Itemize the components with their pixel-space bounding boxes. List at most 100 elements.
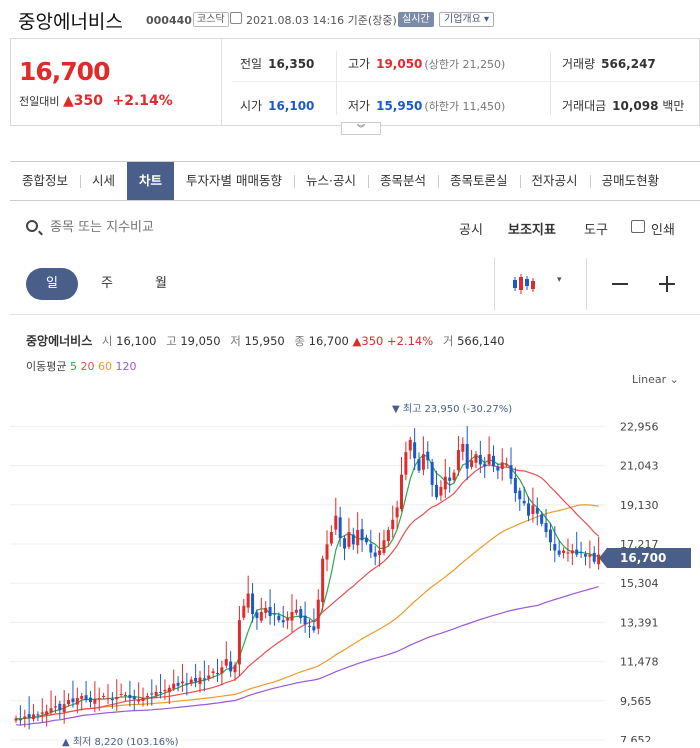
collapse-toggle-icon[interactable]: ︾ [341,122,381,135]
tab-5[interactable]: 종목분석 [368,162,438,200]
candle-body [264,607,268,613]
candle-body [566,552,570,554]
candle-body [27,714,31,718]
candle-body [369,543,373,553]
print-button[interactable]: 인쇄 [651,223,675,238]
search-icon [26,220,38,232]
chart-type-chevron-icon[interactable]: ▾ [557,275,562,285]
candle-body [399,474,403,510]
change-value: 350 [73,93,103,109]
stock-name: 중앙에너비스 [18,11,123,33]
candle-body [308,625,311,627]
candle-body [592,552,596,562]
candle-body [202,678,206,680]
tab-1[interactable]: 시세 [80,162,127,200]
candle-body [115,697,119,700]
candle-body [71,698,75,703]
tools-button[interactable]: 도구 [584,223,608,238]
price-change: 전일대비 ▲350 +2.14% [19,93,173,109]
candle-body [356,530,360,546]
candle-body [404,452,408,475]
period-day[interactable]: 일 [26,268,78,300]
candle-body [137,700,141,702]
candle-body [540,514,544,524]
zoom-out-icon[interactable] [612,283,628,285]
notice-button[interactable]: 공시 [459,223,483,238]
candle-body [583,554,587,557]
candle-body [531,505,535,515]
candle-body [233,665,237,673]
candle-body [505,464,509,466]
current-price: 16,700 [19,57,110,86]
ma60-line [15,504,599,720]
candle-body [360,529,364,541]
candle-body [268,607,272,617]
ma5-line [15,454,599,720]
candle-body [413,442,417,459]
period-month[interactable]: 월 [155,276,167,291]
candle-body [216,673,220,675]
price-chart[interactable]: 22,956 21,043 19,130 17,217 15,304 13,391 11,4… [0,395,700,742]
candle-body [395,507,399,518]
indicator-button[interactable]: 보조지표 [508,223,556,238]
candle-body [167,687,171,693]
tab-0[interactable]: 종합정보 [22,173,69,188]
candle-body [316,599,320,629]
candle-body [97,698,101,700]
candle-body [259,611,263,621]
candle-body [588,554,592,557]
tab-8[interactable]: 공매도현황 [589,162,672,200]
period-week[interactable]: 주 [101,276,113,291]
scale-dropdown[interactable]: Linear ⌄ [632,373,679,386]
candle-body [329,532,333,544]
candle-body [513,477,517,494]
candle-body [58,703,62,711]
stock-tabs: 종합정보 시세 차트 투자자별 매매동향 뉴스·공시 종목분석 종목토론실 전자공시 공매도현황 [10,161,700,201]
open-price: 시가 16,100 [240,99,315,113]
tab-7[interactable]: 전자공시 [519,162,590,200]
tab-6[interactable]: 종목토론실 [438,162,520,200]
candle-body [141,698,145,701]
quote-datetime: 2021.08.03 14:16 기준(장중) [246,14,397,27]
candle-body [518,490,522,500]
y-tick-label: 13,391 [620,616,659,629]
candle-body [237,620,241,665]
candle-body [198,677,202,685]
tab-3[interactable]: 투자자별 매매동향 [186,173,283,188]
tab-2[interactable]: 차트 [127,162,175,200]
candle-body [347,532,351,547]
current-price-label: 16,700 [599,548,691,568]
realtime-button[interactable]: 실시간 [398,12,434,27]
candle-body [597,554,601,565]
candlestick-icon[interactable] [512,273,536,295]
candle-body [80,695,84,699]
candle-body [452,472,456,480]
trade-amount: 거래대금 10,098 백만 [562,99,685,113]
candle-body [527,503,531,516]
candle-body [544,523,548,533]
stock-code: 000440 [146,14,192,27]
y-tick-label: 9,565 [620,695,652,708]
candle-body [334,515,338,530]
candle-body [417,459,421,471]
candle-body [251,593,255,615]
candle-body [224,659,228,666]
y-tick-label: 19,130 [620,499,659,512]
candle-body [106,698,110,700]
candle-body [443,476,447,490]
candle-body [535,507,539,514]
candle-body [435,484,439,498]
corp-info-dropdown[interactable]: 기업개요 ▾ [439,12,494,27]
tab-4[interactable]: 뉴스·공시 [294,162,368,200]
candle-body [159,691,163,693]
y-tick-label: 15,304 [620,577,659,590]
low-marker: ▲ 최저 8,220 (103.16%) [62,737,179,748]
candle-body [84,695,88,701]
candle-body [386,530,390,542]
compare-search-input[interactable] [50,216,450,238]
candle-body [478,455,482,465]
candle-body [483,463,487,467]
print-icon[interactable] [631,220,645,233]
candle-body [562,550,566,553]
ohlc-info-bar: 중앙에너비스 시 16,100 고 19,050 저 15,950 종 16,7… [26,334,505,348]
